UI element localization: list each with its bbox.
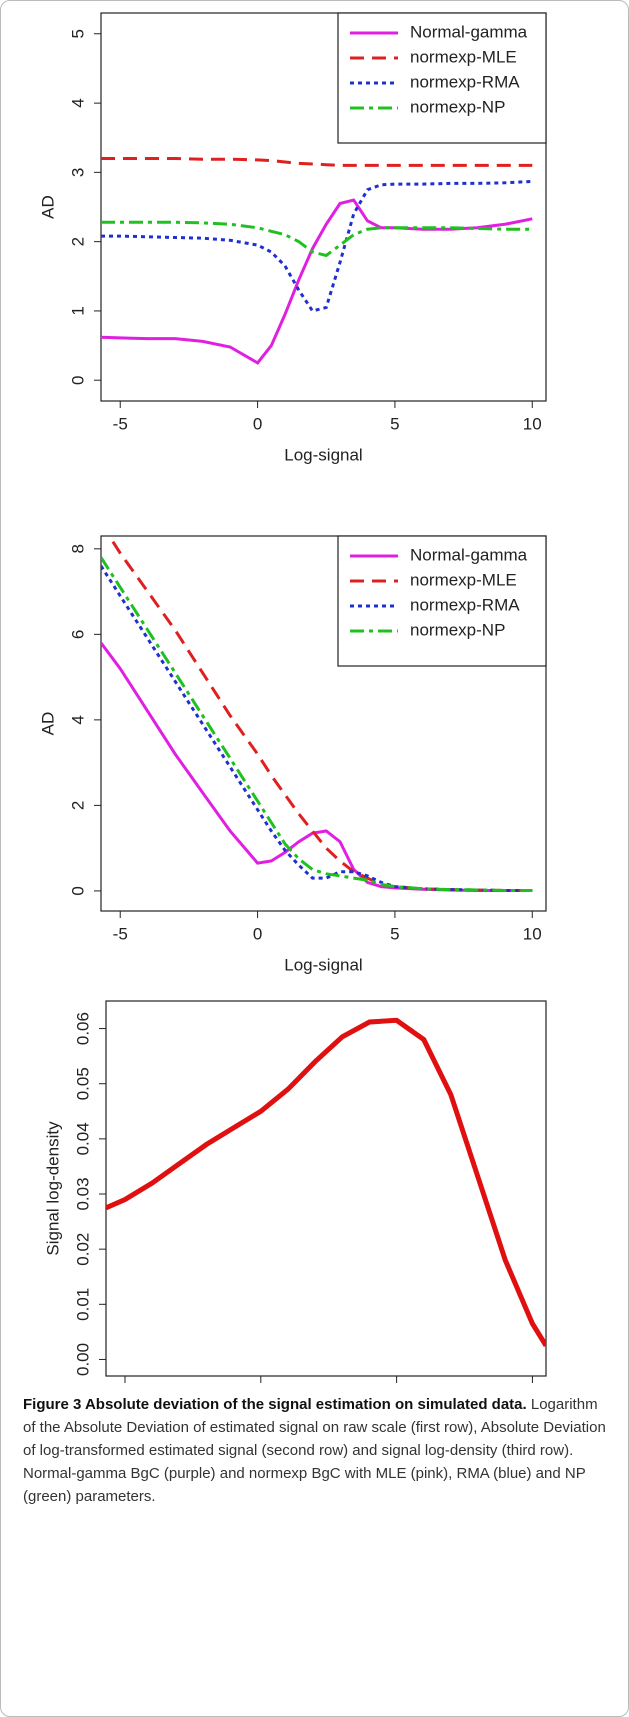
x-tick-label: 10	[523, 924, 542, 943]
series-line	[101, 157, 533, 167]
legend-label: normexp-NP	[410, 97, 505, 116]
y-tick-label: 0	[68, 375, 87, 384]
y-axis-label: AD	[38, 195, 57, 219]
x-tick-label: -5	[113, 924, 128, 943]
caption: Figure 3 Absolute deviation of the signa…	[23, 1393, 613, 1508]
series-line	[106, 1017, 546, 1348]
y-tick-label: 0.03	[73, 1177, 92, 1210]
legend-box	[337, 535, 547, 667]
y-axis-label: Signal log-density	[43, 1121, 62, 1256]
x-tick-label: 0	[256, 1389, 265, 1391]
x-tick-label: 10	[523, 414, 542, 433]
legend-label: normexp-MLE	[410, 47, 517, 66]
y-tick-label: 1	[68, 306, 87, 315]
y-tick-label: 0	[68, 886, 87, 895]
y-tick-label: 0.04	[73, 1122, 92, 1155]
legend-label: Normal-gamma	[410, 22, 528, 41]
y-tick-label: 3	[68, 168, 87, 177]
x-tick-label: 5	[390, 414, 399, 433]
y-tick-label: 2	[68, 801, 87, 810]
y-tick-label: 5	[68, 29, 87, 38]
x-tick-label: -5	[113, 414, 128, 433]
y-tick-label: 6	[68, 630, 87, 639]
legend-box	[337, 12, 547, 144]
x-tick-label: 5	[392, 1389, 401, 1391]
y-tick-label: 0.05	[73, 1067, 92, 1100]
y-tick-label: 0.02	[73, 1233, 92, 1266]
x-tick-label: -5	[117, 1389, 132, 1391]
y-tick-label: 2	[68, 237, 87, 246]
y-tick-label: 4	[68, 98, 87, 107]
caption-title: Figure 3 Absolute deviation of the signa…	[23, 1396, 527, 1413]
series-line	[101, 198, 533, 365]
caption-body: Logarithm of the Absolute Deviation of e…	[23, 1396, 606, 1505]
x-tick-label: 0	[253, 414, 262, 433]
legend-label: normexp-NP	[410, 620, 505, 639]
x-tick-label: 0	[253, 924, 262, 943]
y-tick-label: 0.00	[73, 1343, 92, 1376]
y-axis-label: AD	[38, 712, 57, 736]
x-tick-label: 5	[390, 924, 399, 943]
series-line	[101, 565, 533, 892]
plot-frame	[100, 535, 547, 912]
y-tick-label: 4	[68, 715, 87, 724]
legend-label: normexp-RMA	[410, 72, 520, 91]
x-axis-label: Log-signal	[284, 445, 362, 464]
series-line	[101, 179, 533, 313]
legend-label: Normal-gamma	[410, 545, 528, 564]
plot-frame	[100, 12, 547, 402]
legend-label: normexp-RMA	[410, 595, 520, 614]
y-tick-label: 0.01	[73, 1288, 92, 1321]
series-line	[101, 220, 533, 258]
y-tick-label: 8	[68, 544, 87, 553]
legend-label: normexp-MLE	[410, 570, 517, 589]
x-tick-label: 10	[523, 1389, 542, 1391]
series-line	[101, 556, 533, 892]
series-line	[101, 642, 533, 892]
x-axis-label: Log-signal	[284, 955, 362, 974]
charts: -5 0 5 10 0 1 2 3 4 5 Log-signal AD Normal-gamma norm…	[38, 12, 547, 1391]
plot-frame	[105, 1000, 547, 1377]
y-tick-label: 0.06	[73, 1012, 92, 1045]
